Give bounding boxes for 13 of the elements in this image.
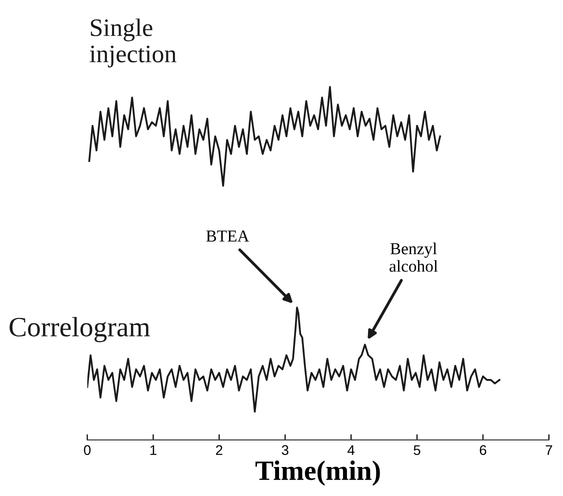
series-label: Correlogram <box>10 316 150 342</box>
x-tick-label: 0 <box>84 445 91 456</box>
x-tick-label: 1 <box>150 445 156 455</box>
x-tick-label: 3 <box>282 445 288 456</box>
x-tick-label: 4 <box>348 445 355 455</box>
x-tick-label: 7 <box>546 445 552 455</box>
x-tick-label: 5 <box>414 445 420 456</box>
annotation: BTEA <box>206 230 250 242</box>
x-axis-title: Time(min) <box>256 460 380 486</box>
series-label: Single injection <box>90 18 176 68</box>
x-tick-label: 2 <box>216 445 222 455</box>
annotation: Benzyl alcohol <box>390 242 438 272</box>
x-tick-label: 6 <box>480 445 486 456</box>
